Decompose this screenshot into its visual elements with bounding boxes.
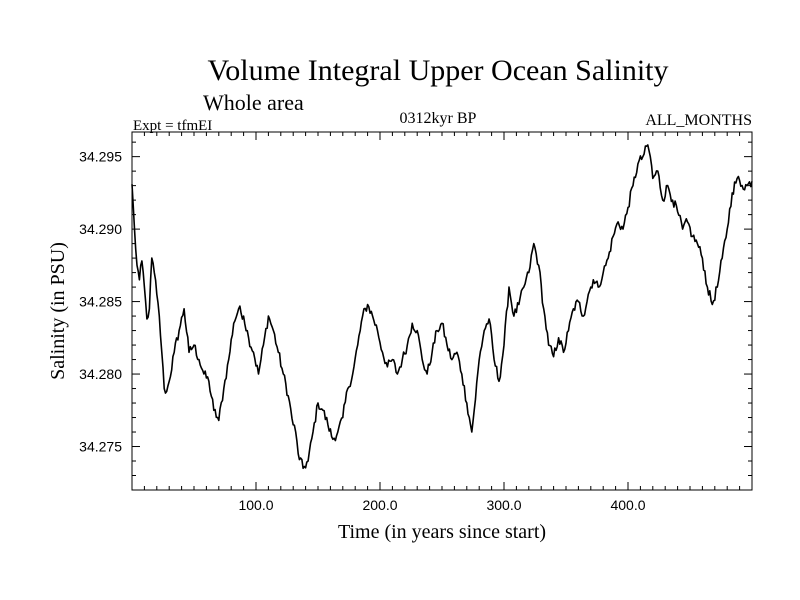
- x-tick-label: 100.0: [238, 497, 273, 513]
- x-tick-label: 400.0: [610, 497, 645, 513]
- x-axis-label: Time (in years since start): [338, 521, 546, 543]
- center-label: 0312kyr BP: [400, 110, 477, 127]
- y-tick-label: 34.275: [79, 439, 122, 455]
- y-tick-label: 34.295: [79, 149, 122, 165]
- x-tick-label: 300.0: [486, 497, 521, 513]
- chart-subtitle: Whole area: [203, 90, 304, 115]
- salinity-series-line: [131, 144, 753, 470]
- x-tick-label: 200.0: [362, 497, 397, 513]
- y-axis-label: Salinity (in PSU): [47, 242, 69, 380]
- y-tick-label: 34.280: [79, 366, 122, 382]
- y-tick-label: 34.285: [79, 294, 122, 310]
- y-axis-ticks: 34.275 34.280 34.285 34.290 34.295: [79, 141, 752, 491]
- expt-label: Expt = tfmEI: [133, 118, 212, 134]
- plot-frame: [131, 131, 753, 491]
- right-label: ALL_MONTHS: [645, 112, 752, 129]
- chart-title: Volume Integral Upper Ocean Salinity: [208, 54, 669, 87]
- x-axis-ticks: 100.0 200.0 300.0 400.0: [143, 132, 741, 513]
- y-tick-label: 34.290: [79, 221, 122, 237]
